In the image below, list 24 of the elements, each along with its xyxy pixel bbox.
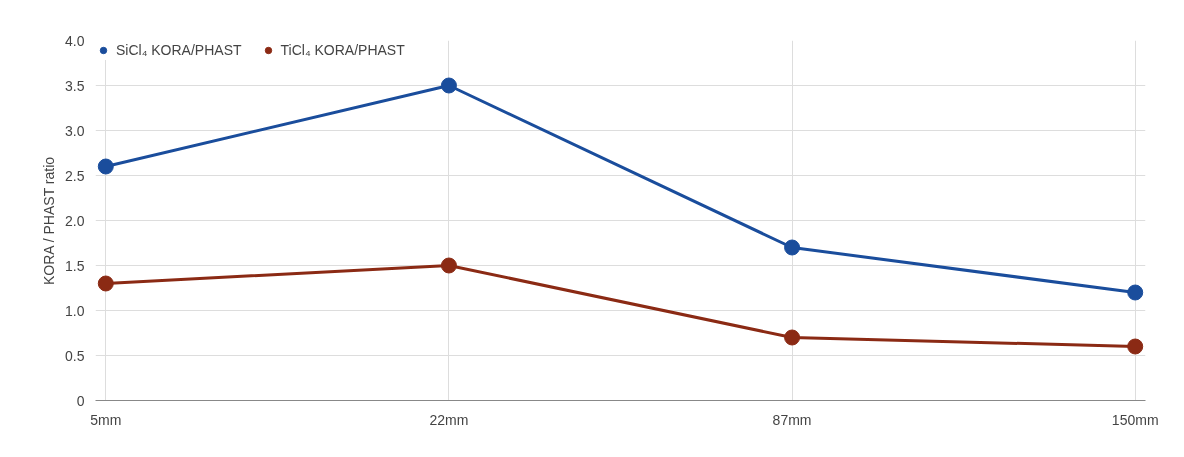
x-tick-label: 87mm xyxy=(772,411,812,428)
point xyxy=(784,239,801,256)
point xyxy=(440,77,457,94)
y-tick-label: 3.0 xyxy=(65,122,85,139)
point xyxy=(784,329,801,346)
y-tick-label: 3.5 xyxy=(65,77,85,94)
y-tick-label: 1.5 xyxy=(65,257,85,274)
y-tick-label: 4.0 xyxy=(65,32,85,49)
point xyxy=(97,275,114,292)
y-tick-label: 0.5 xyxy=(65,347,85,364)
x-tick-label: 150mm xyxy=(1111,411,1159,428)
x-tick-label: 22mm xyxy=(429,411,469,428)
point xyxy=(1127,338,1144,355)
point xyxy=(1127,284,1144,301)
y-tick-label: 2.0 xyxy=(65,212,85,229)
y-axis-title: KORA / PHAST ratio xyxy=(41,156,58,286)
x-tick-label: 5mm xyxy=(90,411,122,428)
legend-label: SiCl₄ KORA/PHAST xyxy=(116,42,242,58)
legend-label: TiCl₄ KORA/PHAST xyxy=(280,42,405,58)
y-tick-label: 0 xyxy=(76,392,85,409)
y-tick-label: 1.0 xyxy=(65,302,85,319)
point xyxy=(97,158,114,175)
y-tick-label: 2.5 xyxy=(65,167,85,184)
point xyxy=(440,257,457,274)
